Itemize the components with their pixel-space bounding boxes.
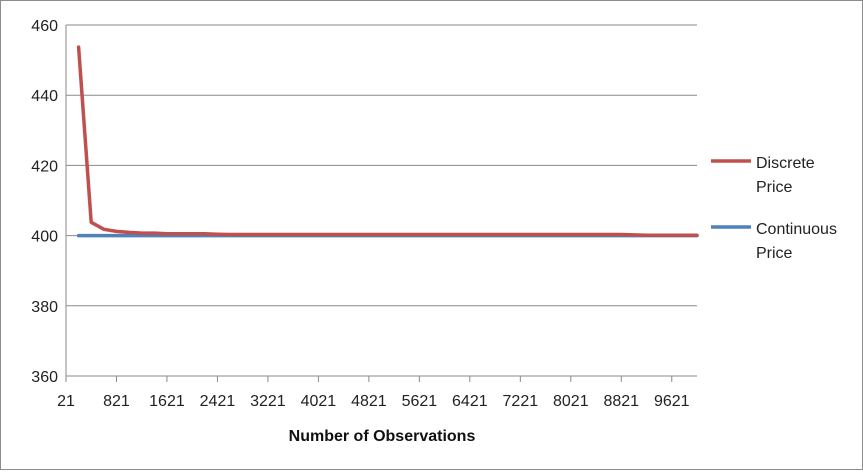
x-tick-label: 8021 [553,393,589,410]
axes [65,25,697,377]
x-tick-label: 9621 [654,393,690,410]
x-tick-label: 8821 [603,393,639,410]
gridlines [66,24,697,377]
y-axis-ticks: 360 380 400 420 440 460 [31,18,58,386]
x-tick-label: 3221 [250,393,286,410]
y-tick-label: 460 [31,18,58,35]
x-tick-label: 21 [57,393,75,410]
y-tick-label: 440 [31,88,58,105]
y-tick-label: 420 [31,158,58,175]
x-tick-label: 821 [103,393,130,410]
x-tick-label: 6421 [452,393,488,410]
y-tick-label: 360 [31,369,58,386]
x-tick-label: 1621 [149,393,185,410]
x-axis-ticks: 21 821 1621 2421 3221 4021 4821 5621 6421 7221 802… [57,376,690,410]
x-tick-label: 5621 [402,393,438,410]
y-tick-label: 400 [31,229,58,246]
legend-label: Discrete Price [756,155,815,196]
x-tick-label: 4021 [301,393,337,410]
x-axis-title: Number of Observations [289,428,476,445]
x-tick-label: 4821 [351,393,387,410]
x-tick-label: 2421 [200,393,236,410]
y-tick-label: 380 [31,299,58,316]
legend-label: Continuous Price [756,221,837,262]
series-lines [76,45,699,238]
x-tick-label: 7221 [503,393,539,410]
legend: Discrete Price Continuous Price [711,155,837,262]
series-line-discrete-price [76,45,699,237]
